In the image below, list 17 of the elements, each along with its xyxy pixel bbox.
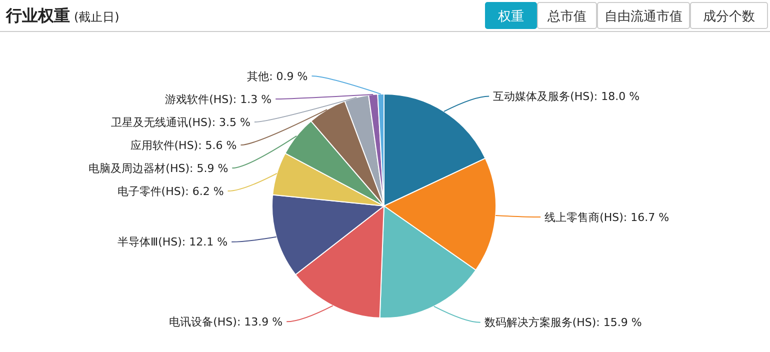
chart-title: 行业权重 [6, 6, 70, 25]
slice-label: 电脑及周边器材(HS): 5.9 % [88, 162, 228, 175]
slice-label: 半导体Ⅲ(HS): 12.1 % [118, 236, 228, 249]
slice-label: 游戏软件(HS): 1.3 % [165, 92, 272, 106]
slice-label: 电讯设备(HS): 13.9 % [169, 315, 283, 328]
slice-label: 线上零售商(HS): 16.7 % [544, 210, 670, 224]
tab-button: 总市值 [537, 2, 597, 29]
tab-button: 自由流通市值 [597, 2, 690, 29]
slice-label: 卫星及无线通讯(HS): 3.5 % [110, 116, 250, 129]
slice-label: 应用软件(HS): 5.6 % [130, 138, 237, 152]
slice-label: 电子零件(HS): 6.2 % [117, 184, 224, 198]
slice-label: 互动媒体及服务(HS): 18.0 % [493, 90, 640, 104]
chart-subtitle: (截止日) [74, 10, 120, 24]
slice-label: 数码解决方案服务(HS): 15.9 % [484, 316, 642, 330]
tab-button: 权重 [485, 2, 537, 29]
slice-label: 其他: 0.9 % [247, 70, 308, 83]
tab-button: 成分个数 [690, 2, 768, 29]
